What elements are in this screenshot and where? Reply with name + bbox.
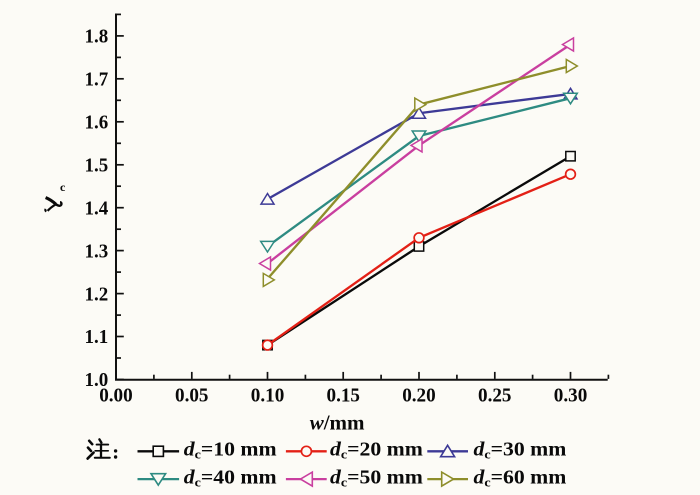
svg-text:0.30: 0.30 (554, 385, 588, 407)
svg-text:1.1: 1.1 (85, 326, 109, 348)
svg-text:1.3: 1.3 (85, 240, 109, 262)
svg-text:dc=30 mm: dc=30 mm (474, 438, 568, 462)
svg-text:1.5: 1.5 (85, 154, 109, 176)
svg-text:dc=60 mm: dc=60 mm (474, 465, 568, 489)
svg-text:0.15: 0.15 (327, 385, 361, 407)
svg-text:0.20: 0.20 (402, 385, 436, 407)
svg-text:0.25: 0.25 (478, 385, 512, 407)
svg-text:1.7: 1.7 (85, 69, 109, 91)
svg-text:1.6: 1.6 (85, 112, 109, 134)
svg-text:w/mm: w/mm (310, 410, 365, 434)
svg-text:c: c (60, 180, 66, 194)
svg-text:1.0: 1.0 (85, 369, 109, 391)
svg-text:dc=10 mm: dc=10 mm (184, 438, 278, 462)
svg-text:0.05: 0.05 (175, 385, 209, 407)
svg-text:0.00: 0.00 (99, 385, 133, 407)
svg-text:1.4: 1.4 (85, 197, 109, 219)
svg-text:dc=50 mm: dc=50 mm (330, 465, 424, 489)
svg-text:dc=20 mm: dc=20 mm (330, 438, 424, 462)
svg-text:dc=40 mm: dc=40 mm (184, 465, 278, 489)
svg-text:0.10: 0.10 (251, 385, 284, 407)
svg-text:1.2: 1.2 (85, 283, 109, 305)
svg-text:1.8: 1.8 (85, 26, 109, 48)
